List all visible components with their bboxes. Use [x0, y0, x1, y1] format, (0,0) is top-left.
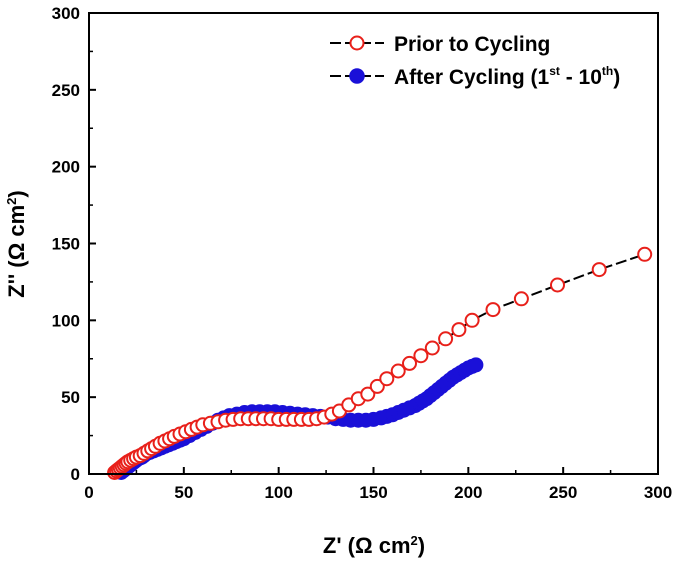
y-axis-label-end: )	[4, 190, 29, 197]
legend-entry-prior: Prior to Cycling	[330, 33, 550, 56]
x-axis: 0 50 100 150 200 250 300	[84, 467, 672, 502]
data-point	[438, 331, 454, 347]
legend-label-after-sup2: th	[602, 64, 613, 78]
legend-label-prior: Prior to Cycling	[394, 33, 550, 56]
data-point	[513, 291, 529, 307]
legend-label-after-sup1: st	[549, 64, 560, 78]
data-point	[464, 312, 480, 328]
data-point	[485, 302, 501, 318]
plot-area	[107, 246, 653, 480]
x-tick-label: 50	[174, 483, 193, 502]
legend: Prior to Cycling After Cycling (1st - 10…	[330, 33, 620, 89]
x-axis-label-sup: 2	[411, 533, 418, 548]
x-axis-label-end: )	[418, 533, 425, 558]
data-point	[379, 371, 395, 387]
data-point	[637, 246, 653, 262]
legend-entry-after: After Cycling (1st - 10th)	[330, 64, 620, 89]
x-tick-label: 250	[549, 483, 577, 502]
y-tick-label: 200	[52, 158, 80, 177]
plot-frame	[88, 12, 659, 475]
y-axis-label-sup: 2	[4, 198, 19, 205]
data-point	[550, 277, 565, 293]
legend-marker-prior	[349, 35, 365, 51]
data-point	[468, 357, 484, 373]
legend-marker-after	[349, 68, 365, 84]
data-point	[413, 348, 429, 364]
series-prior-to-cycling	[107, 246, 653, 480]
data-point	[360, 386, 376, 402]
x-axis-label-main: Z' (Ω cm	[323, 533, 411, 558]
data-point	[591, 262, 607, 278]
y-tick-label: 100	[52, 311, 80, 330]
x-tick-label: 0	[84, 483, 93, 502]
data-point	[424, 340, 440, 356]
y-tick-label: 0	[71, 465, 80, 484]
y-tick-label: 300	[52, 4, 80, 23]
y-tick-label: 50	[61, 388, 80, 407]
y-tick-label: 250	[52, 81, 80, 100]
y-tick-label: 150	[52, 235, 80, 254]
x-tick-label: 200	[454, 483, 482, 502]
x-tick-label: 300	[644, 483, 672, 502]
x-tick-label: 100	[264, 483, 292, 502]
y-axis-label-main: Z'' (Ω cm	[4, 205, 29, 298]
legend-label-after: After Cycling (1st - 10th)	[394, 64, 620, 89]
data-point	[369, 378, 385, 394]
y-axis-label: Z'' (Ω cm2)	[4, 190, 29, 297]
x-axis-label: Z' (Ω cm2)	[323, 533, 425, 558]
data-point	[402, 355, 417, 371]
legend-label-after-mid: - 10	[560, 66, 602, 89]
data-point	[390, 363, 406, 379]
data-point	[451, 322, 467, 338]
x-tick-label: 150	[359, 483, 387, 502]
legend-label-after-pre: After Cycling (1	[394, 66, 550, 89]
legend-label-after-post: )	[613, 66, 620, 89]
